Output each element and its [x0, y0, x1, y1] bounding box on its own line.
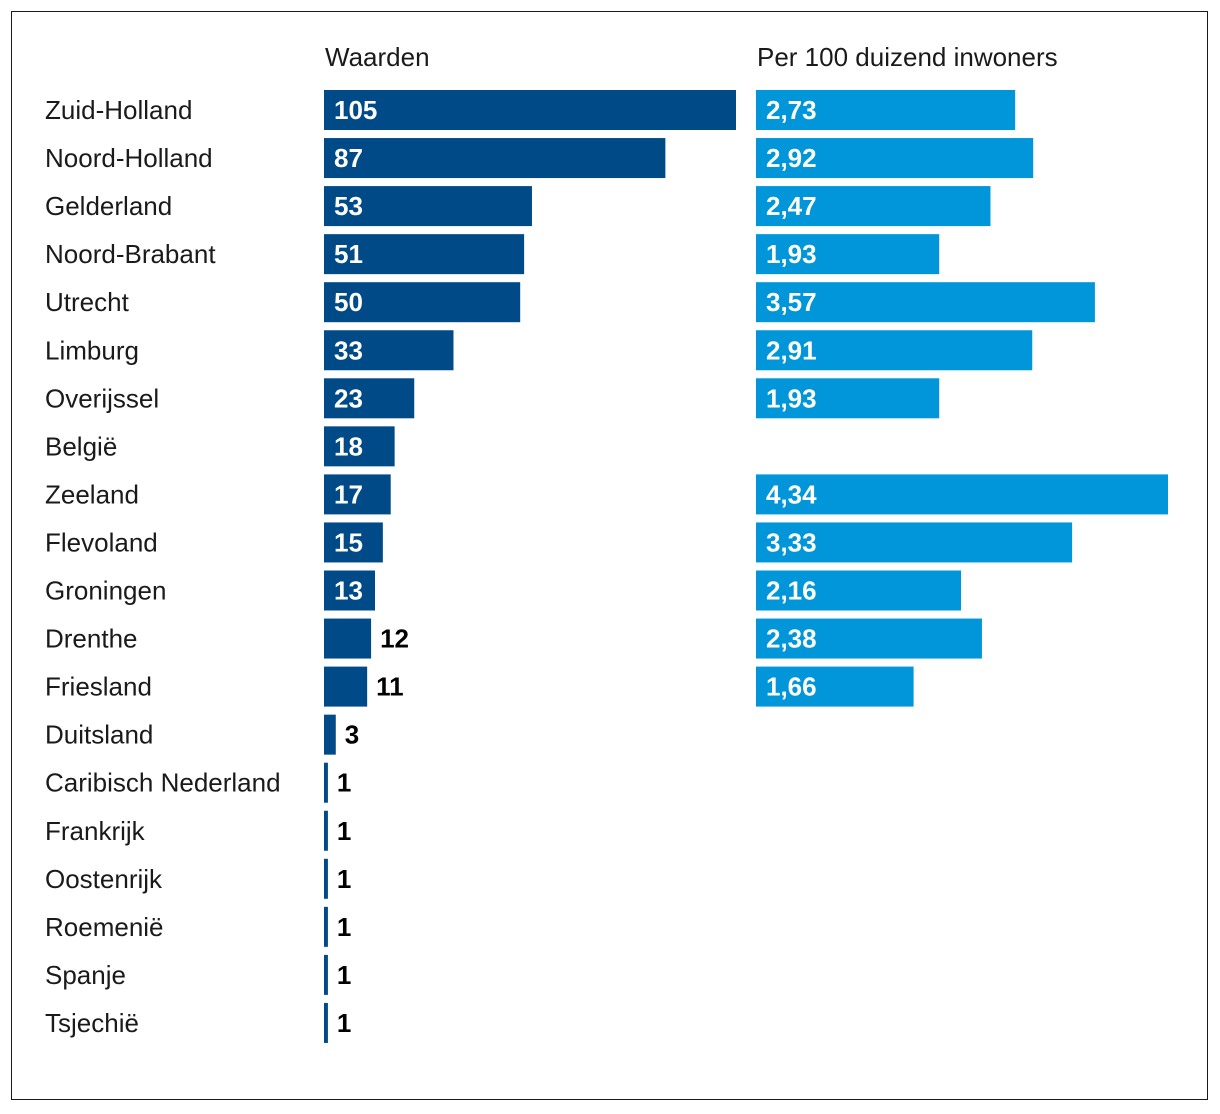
category-label-friesland: Friesland [45, 672, 152, 702]
data-label-waarden-limburg: 33 [334, 335, 363, 365]
data-label-waarden-noord-brabant: 51 [334, 239, 363, 269]
bar-waarden-noord-brabant [324, 234, 525, 275]
category-label-utrecht: Utrecht [45, 287, 130, 317]
bar-waarden-gelderland [324, 186, 532, 227]
data-label-per-100k-overijssel: 1,93 [766, 383, 817, 413]
bar-waarden-friesland [324, 666, 368, 707]
data-label-per-100k-utrecht: 3,57 [766, 287, 817, 317]
bar-per-100k-noord-brabant [756, 234, 940, 275]
data-label-per-100k-friesland: 1,66 [766, 672, 817, 702]
category-label-zeeland: Zeeland [45, 479, 139, 509]
bar-waarden-groningen [324, 570, 376, 611]
category-label-drenthe: Drenthe [45, 624, 138, 654]
category-label-zuid-holland: Zuid-Holland [45, 95, 192, 125]
category-label-roemeni-: Roemenië [45, 912, 164, 942]
category-label-flevoland: Flevoland [45, 527, 158, 557]
category-label-limburg: Limburg [45, 335, 139, 365]
data-label-per-100k-noord-brabant: 1,93 [766, 239, 817, 269]
data-label-per-100k-zeeland: 4,34 [766, 479, 817, 509]
data-label-waarden-zeeland: 17 [334, 479, 363, 509]
bar-waarden-spanje [324, 954, 328, 995]
category-label-gelderland: Gelderland [45, 191, 172, 221]
category-label-spanje: Spanje [45, 960, 126, 990]
data-label-waarden-zuid-holland: 105 [334, 95, 377, 125]
bar-waarden-belgi- [324, 426, 395, 467]
data-label-waarden-roemeni-: 1 [337, 912, 351, 942]
bar-waarden-limburg [324, 330, 454, 371]
bar-waarden-frankrijk [324, 810, 328, 851]
data-label-waarden-utrecht: 50 [334, 287, 363, 317]
data-label-per-100k-gelderland: 2,47 [766, 191, 817, 221]
data-label-waarden-belgi-: 18 [334, 431, 363, 461]
category-label-caribisch-nederland: Caribisch Nederland [45, 768, 281, 798]
bar-waarden-noord-holland [324, 138, 666, 179]
category-label-tsjechi-: Tsjechië [45, 1008, 139, 1038]
data-label-waarden-noord-holland: 87 [334, 143, 363, 173]
series-title-waarden: Waarden [325, 42, 430, 72]
category-label-oostenrijk: Oostenrijk [45, 864, 163, 894]
data-label-per-100k-noord-holland: 2,92 [766, 143, 817, 173]
category-label-groningen: Groningen [45, 576, 166, 606]
bar-per-100k-flevoland [756, 522, 1073, 563]
bar-per-100k-zeeland [756, 474, 1168, 515]
category-label-belgi-: België [45, 431, 117, 461]
data-label-waarden-tsjechi-: 1 [337, 1008, 351, 1038]
data-label-per-100k-flevoland: 3,33 [766, 527, 817, 557]
bar-waarden-tsjechi- [324, 1002, 328, 1043]
bar-per-100k-noord-holland [756, 138, 1034, 179]
category-label-overijssel: Overijssel [45, 383, 159, 413]
category-label-noord-brabant: Noord-Brabant [45, 239, 216, 269]
data-label-waarden-drenthe: 12 [380, 624, 409, 654]
bar-per-100k-limburg [756, 330, 1033, 371]
bar-waarden-zuid-holland [324, 90, 736, 130]
bar-per-100k-friesland [756, 666, 914, 707]
bar-per-100k-utrecht [756, 282, 1095, 323]
bar-per-100k-zuid-holland [756, 90, 1016, 130]
category-label-duitsland: Duitsland [45, 720, 153, 750]
data-label-waarden-oostenrijk: 1 [337, 864, 351, 894]
data-label-waarden-duitsland: 3 [345, 720, 359, 750]
category-label-noord-holland: Noord-Holland [45, 143, 213, 173]
data-label-per-100k-zuid-holland: 2,73 [766, 95, 817, 125]
bar-per-100k-groningen [756, 570, 962, 611]
data-label-per-100k-limburg: 2,91 [766, 335, 817, 365]
bar-waarden-roemeni- [324, 906, 328, 947]
bar-waarden-utrecht [324, 282, 521, 323]
bar-waarden-flevoland [324, 522, 383, 563]
data-label-waarden-flevoland: 15 [334, 527, 363, 557]
data-label-waarden-groningen: 13 [334, 576, 363, 606]
data-label-waarden-caribisch-nederland: 1 [337, 768, 351, 798]
data-label-waarden-overijssel: 23 [334, 383, 363, 413]
bar-waarden-zeeland [324, 474, 391, 515]
data-label-waarden-gelderland: 53 [334, 191, 363, 221]
bar-waarden-duitsland [324, 714, 336, 755]
data-label-per-100k-drenthe: 2,38 [766, 624, 817, 654]
bar-waarden-overijssel [324, 378, 415, 419]
bar-waarden-drenthe [324, 618, 372, 659]
series-title-per-100k: Per 100 duizend inwoners [757, 42, 1058, 72]
data-label-per-100k-groningen: 2,16 [766, 576, 817, 606]
bar-per-100k-overijssel [756, 378, 940, 419]
category-label-frankrijk: Frankrijk [45, 816, 146, 846]
data-label-waarden-spanje: 1 [337, 960, 351, 990]
bar-waarden-oostenrijk [324, 858, 328, 899]
bar-per-100k-gelderland [756, 186, 991, 227]
data-label-waarden-friesland: 11 [376, 672, 404, 702]
bar-per-100k-drenthe [756, 618, 982, 659]
bar-waarden-caribisch-nederland [324, 762, 328, 803]
data-label-waarden-frankrijk: 1 [337, 816, 351, 846]
